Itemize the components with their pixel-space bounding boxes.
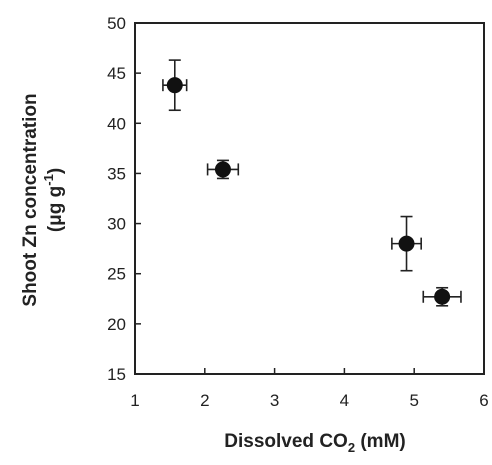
- point-marker: [434, 288, 451, 305]
- x-axis-label-subscript: 2: [348, 440, 355, 455]
- y-axis-label-line2: (μg g-1): [41, 168, 66, 232]
- data-points: [162, 59, 462, 307]
- point-marker: [398, 235, 415, 252]
- x-tick-label: 3: [270, 391, 279, 410]
- y-axis-label: Shoot Zn concentration (μg g-1): [20, 93, 66, 306]
- y-axis-label-superscript: -1: [41, 174, 56, 186]
- plot-area: [134, 22, 485, 375]
- x-axis-label-main: Dissolved CO: [224, 431, 348, 452]
- x-axis-ticks: 1 2 3 4 5 6: [130, 368, 489, 410]
- y-tick-label: 25: [107, 265, 126, 284]
- x-tick-label: 5: [409, 391, 418, 410]
- x-axis-label-unit: (mM): [355, 431, 406, 452]
- x-tick-label: 4: [340, 391, 349, 410]
- plot-frame: [134, 22, 485, 375]
- x-axis-label: Dissolved CO2 (mM): [224, 431, 405, 455]
- y-axis-label-unit: (μg g: [45, 186, 66, 232]
- data-point-3: [391, 215, 422, 272]
- y-axis-ticks: 15 20 25 30 35 40 45 50: [107, 14, 141, 384]
- point-marker: [166, 77, 183, 94]
- x-tick-label: 6: [479, 391, 488, 410]
- data-point-4: [422, 286, 462, 307]
- x-tick-label: 2: [200, 391, 209, 410]
- y-tick-label: 45: [107, 64, 126, 83]
- data-point-2: [206, 159, 240, 180]
- y-tick-label: 30: [107, 215, 126, 234]
- y-tick-label: 15: [107, 365, 126, 384]
- y-tick-label: 40: [107, 114, 126, 133]
- y-tick-label: 50: [107, 14, 126, 33]
- y-tick-label: 20: [107, 315, 126, 334]
- y-tick-label: 35: [107, 164, 126, 183]
- y-axis-label-close: ): [45, 168, 66, 174]
- y-axis-label-line1: Shoot Zn concentration: [20, 93, 41, 306]
- x-tick-label: 1: [130, 391, 139, 410]
- data-point-1: [162, 59, 188, 112]
- point-marker: [214, 161, 231, 178]
